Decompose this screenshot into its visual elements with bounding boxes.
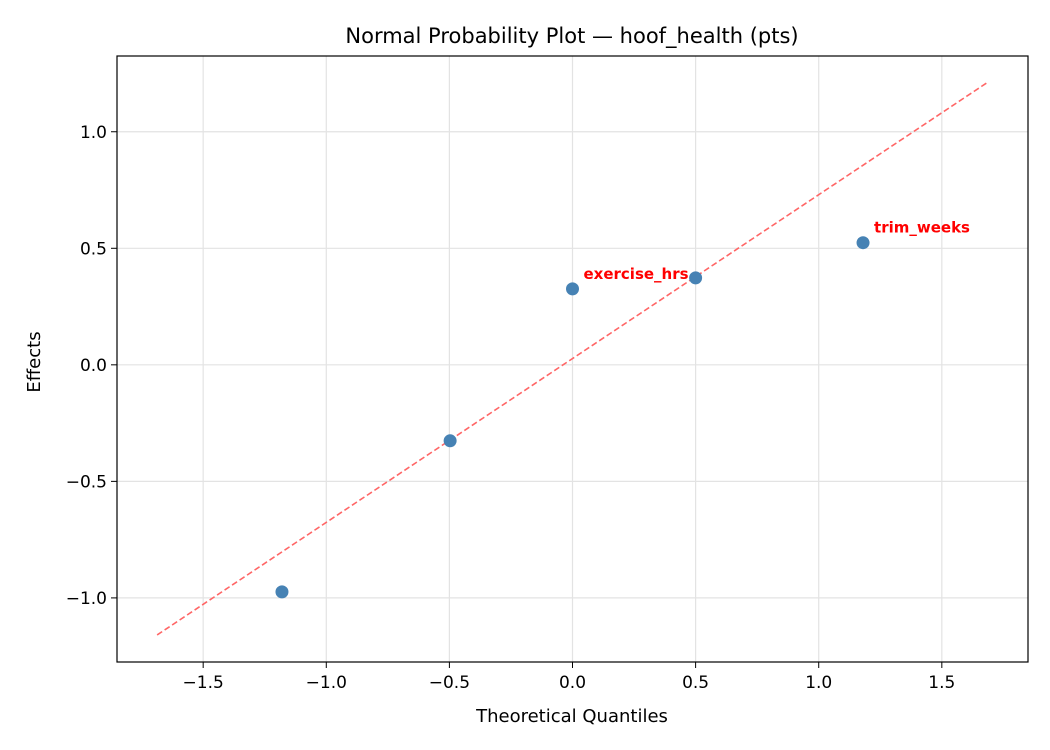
point-labels-group: exercise_hrs trim_weeks [584,219,971,283]
y-tick-label: 0.5 [80,239,107,259]
y-tick-label: −1.0 [66,589,107,609]
y-tick-label: 1.0 [80,123,107,143]
x-tick-label: −1.0 [306,673,347,693]
x-tick-label: 0.5 [682,673,709,693]
point-label: exercise_hrs [584,265,689,283]
data-point [443,434,457,448]
data-point [275,585,289,599]
data-point [566,282,579,296]
y-tick-label: −0.5 [66,472,107,492]
points-group [275,236,870,599]
x-tick-label: 1.5 [928,673,955,693]
point-label: trim_weeks [874,219,970,237]
y-axis-label: Effects [24,331,45,392]
reference-line-group [156,82,988,636]
x-axis-ticks: −1.5 −1.0 −0.5 0.0 0.5 1.0 1.5 [183,662,955,693]
x-axis-label: Theoretical Quantiles [475,706,668,727]
y-tick-label: 0.0 [80,356,107,376]
grid [117,56,1028,662]
y-axis-ticks: −1.0 −0.5 0.0 0.5 1.0 [66,123,117,609]
x-tick-label: 0.0 [559,673,586,693]
x-tick-label: −0.5 [429,673,470,693]
chart-title: Normal Probability Plot — hoof_health (p… [345,24,798,49]
x-tick-label: −1.5 [183,673,224,693]
data-point [689,271,703,285]
x-tick-label: 1.0 [805,673,832,693]
data-point [856,236,870,250]
reference-line [156,82,988,636]
